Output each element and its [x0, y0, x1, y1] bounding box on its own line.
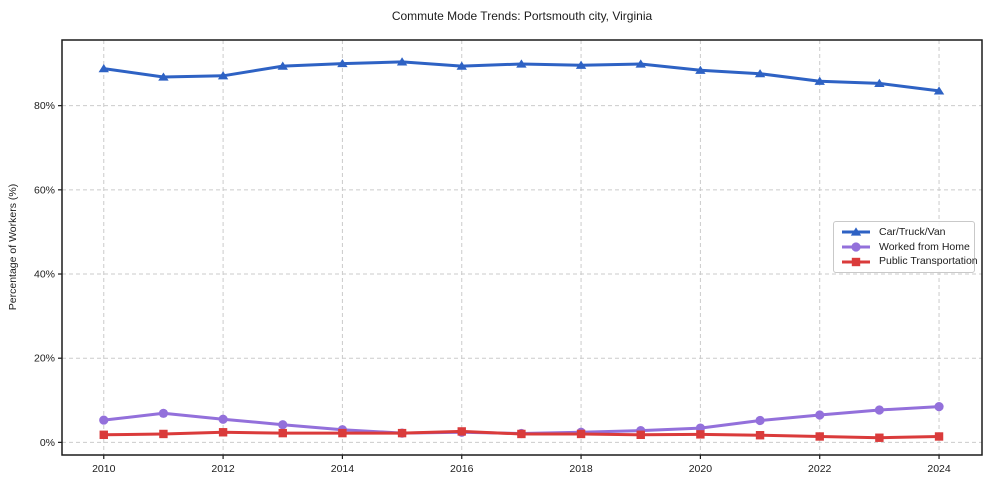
y-tick-label: 0% [40, 437, 55, 449]
legend-item-car-truck-van: Car/Truck/Van [841, 226, 967, 238]
x-tick-label: 2022 [808, 463, 832, 475]
legend: Car/Truck/Van Worked from Home Public Tr… [833, 221, 978, 273]
chart-title: Commute Mode Trends: Portsmouth city, Vi… [391, 9, 653, 23]
series-public-transportation [99, 427, 944, 442]
x-tick-label: 2012 [211, 463, 235, 475]
legend-swatch-line-square-icon [842, 257, 870, 266]
legend-label: Car/Truck/Van [879, 226, 946, 239]
legend-item-public-transportation: Public Transportation [841, 256, 978, 268]
y-axis: 0% 20% 40% 60% 80% [34, 100, 62, 449]
legend-label: Public Transportation [879, 255, 978, 268]
legend-swatch-line-triangle-icon [842, 227, 870, 236]
x-tick-label: 2016 [450, 463, 474, 475]
x-tick-label: 2024 [927, 463, 951, 475]
series-car-truck-van [98, 57, 945, 95]
y-tick-label: 60% [34, 184, 55, 196]
legend-item-worked-from-home: Worked from Home [841, 240, 970, 253]
plot-border [61, 39, 983, 456]
x-tick-label: 2010 [92, 463, 116, 475]
y-tick-label: 80% [34, 100, 55, 112]
x-tick-label: 2020 [689, 463, 713, 475]
y-tick-label: 20% [34, 353, 55, 365]
x-tick-label: 2018 [569, 463, 593, 475]
x-tick-label: 2014 [331, 463, 355, 475]
legend-label: Worked from Home [879, 240, 970, 253]
x-axis: 2010 2012 2014 2016 2018 2020 2022 2024 [92, 455, 951, 475]
y-tick-label: 40% [34, 269, 55, 281]
gridlines [62, 40, 982, 455]
legend-swatch-line-circle-icon [842, 242, 870, 252]
